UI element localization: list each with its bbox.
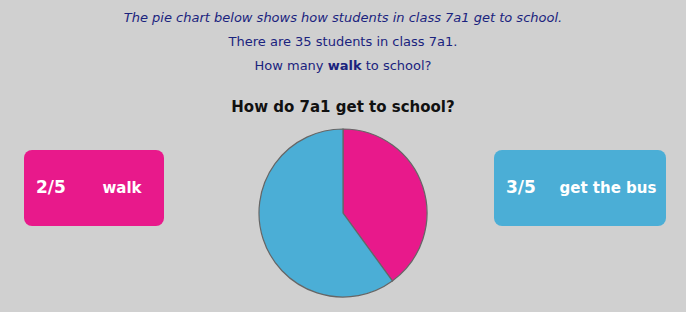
annotation: There are 35 students in class 7a1.	[228, 34, 458, 49]
category-label: get the bus	[560, 179, 657, 197]
label-box: 3/5 get the bus	[494, 150, 666, 226]
chart-title: How do 7a1 get to school?	[231, 98, 454, 116]
background	[0, 0, 686, 312]
annotation: The pie chart below shows how students i…	[124, 10, 562, 25]
label-box-background	[494, 150, 666, 226]
label-box-background	[24, 150, 164, 226]
data-label: 3/5	[506, 177, 536, 197]
category-label: walk	[102, 179, 142, 197]
label-box: 2/5 walk	[24, 150, 164, 226]
annotation: How many walk to school?	[255, 58, 432, 73]
chart: The pie chart below shows how students i…	[0, 0, 686, 312]
pie-slice	[259, 129, 392, 297]
pie	[259, 129, 427, 297]
data-label: 2/5	[36, 177, 66, 197]
